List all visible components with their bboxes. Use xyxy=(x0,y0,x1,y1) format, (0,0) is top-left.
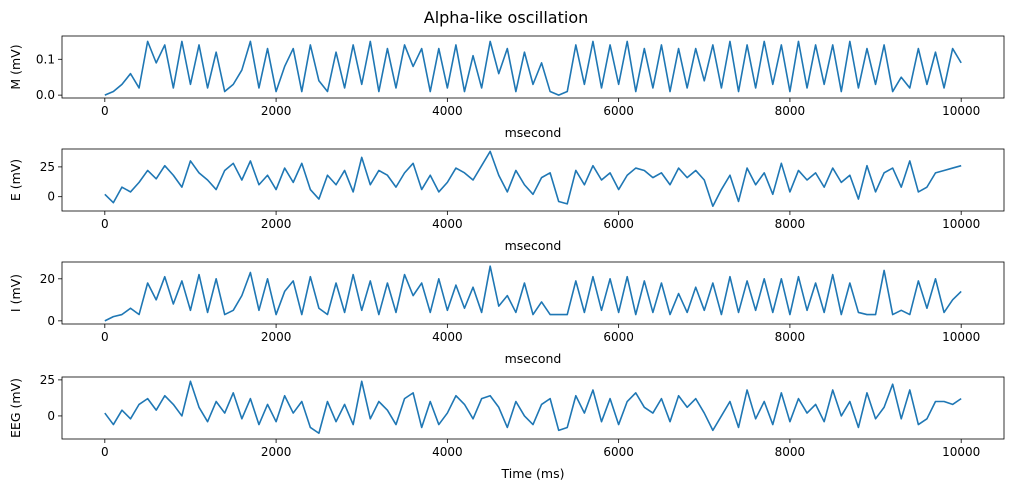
x-tick-label: 0 xyxy=(101,217,109,231)
x-tick-label: 2000 xyxy=(261,104,292,118)
x-tick-label: 4000 xyxy=(432,330,463,344)
x-tick-label: 8000 xyxy=(775,104,806,118)
y-tick-label: 0.0 xyxy=(36,88,55,102)
y-axis-label: E (mV) xyxy=(8,159,23,201)
x-tick-label: 2000 xyxy=(261,330,292,344)
axes-frame xyxy=(61,35,1005,99)
x-tick-label: 2000 xyxy=(261,445,292,459)
figure-title: Alpha-like oscillation xyxy=(424,8,589,27)
x-tick-label: 10000 xyxy=(942,104,980,118)
axes-frame xyxy=(61,261,1005,325)
x-axis-label: msecond xyxy=(505,238,562,253)
series-line xyxy=(104,265,962,322)
x-axis-label: msecond xyxy=(505,125,562,140)
y-axis-label: I (mV) xyxy=(8,274,23,312)
y-axis-label: M (mV) xyxy=(8,44,23,89)
x-tick-label: 8000 xyxy=(775,217,806,231)
subplot-1: 0 2000 4000 6000 8000 10000 0.0 0.1 msecond M (mV… xyxy=(8,35,1005,140)
y-tick-label: 0 xyxy=(47,190,55,204)
axes-frame xyxy=(61,376,1005,440)
y-tick-label: 0 xyxy=(47,314,55,328)
y-tick-label: 25 xyxy=(40,160,55,174)
x-tick-label: 0 xyxy=(101,445,109,459)
subplot-4: 0 2000 4000 6000 8000 10000 0 25 Time (ms) EEG (m… xyxy=(8,373,1005,481)
series-line xyxy=(104,40,962,96)
x-tick-label: 0 xyxy=(101,104,109,118)
x-tick-label: 4000 xyxy=(432,104,463,118)
axes-frame xyxy=(61,148,1005,212)
x-tick-label: 8000 xyxy=(775,445,806,459)
series-line xyxy=(104,150,962,208)
x-axis-label: Time (ms) xyxy=(500,466,564,481)
x-tick-label: 2000 xyxy=(261,217,292,231)
x-axis-label: msecond xyxy=(505,351,562,366)
x-tick-label: 10000 xyxy=(942,330,980,344)
subplot-2: 0 2000 4000 6000 8000 10000 0 25 msecond E (mV) xyxy=(8,148,1005,253)
x-tick-label: 10000 xyxy=(942,445,980,459)
x-tick-label: 0 xyxy=(101,330,109,344)
y-tick-label: 20 xyxy=(40,272,55,286)
x-tick-label: 6000 xyxy=(603,330,634,344)
x-tick-label: 6000 xyxy=(603,104,634,118)
x-tick-label: 10000 xyxy=(942,217,980,231)
y-tick-label: 0.1 xyxy=(36,52,55,66)
x-tick-label: 6000 xyxy=(603,217,634,231)
x-tick-label: 4000 xyxy=(432,217,463,231)
y-axis-label: EEG (mV) xyxy=(8,378,23,438)
x-tick-label: 8000 xyxy=(775,330,806,344)
subplot-3: 0 2000 4000 6000 8000 10000 0 20 msecond I (mV) xyxy=(8,261,1005,366)
x-tick-label: 4000 xyxy=(432,445,463,459)
x-tick-label: 6000 xyxy=(603,445,634,459)
y-tick-label: 25 xyxy=(40,373,55,387)
series-line xyxy=(104,380,962,435)
y-tick-label: 0 xyxy=(47,409,55,423)
